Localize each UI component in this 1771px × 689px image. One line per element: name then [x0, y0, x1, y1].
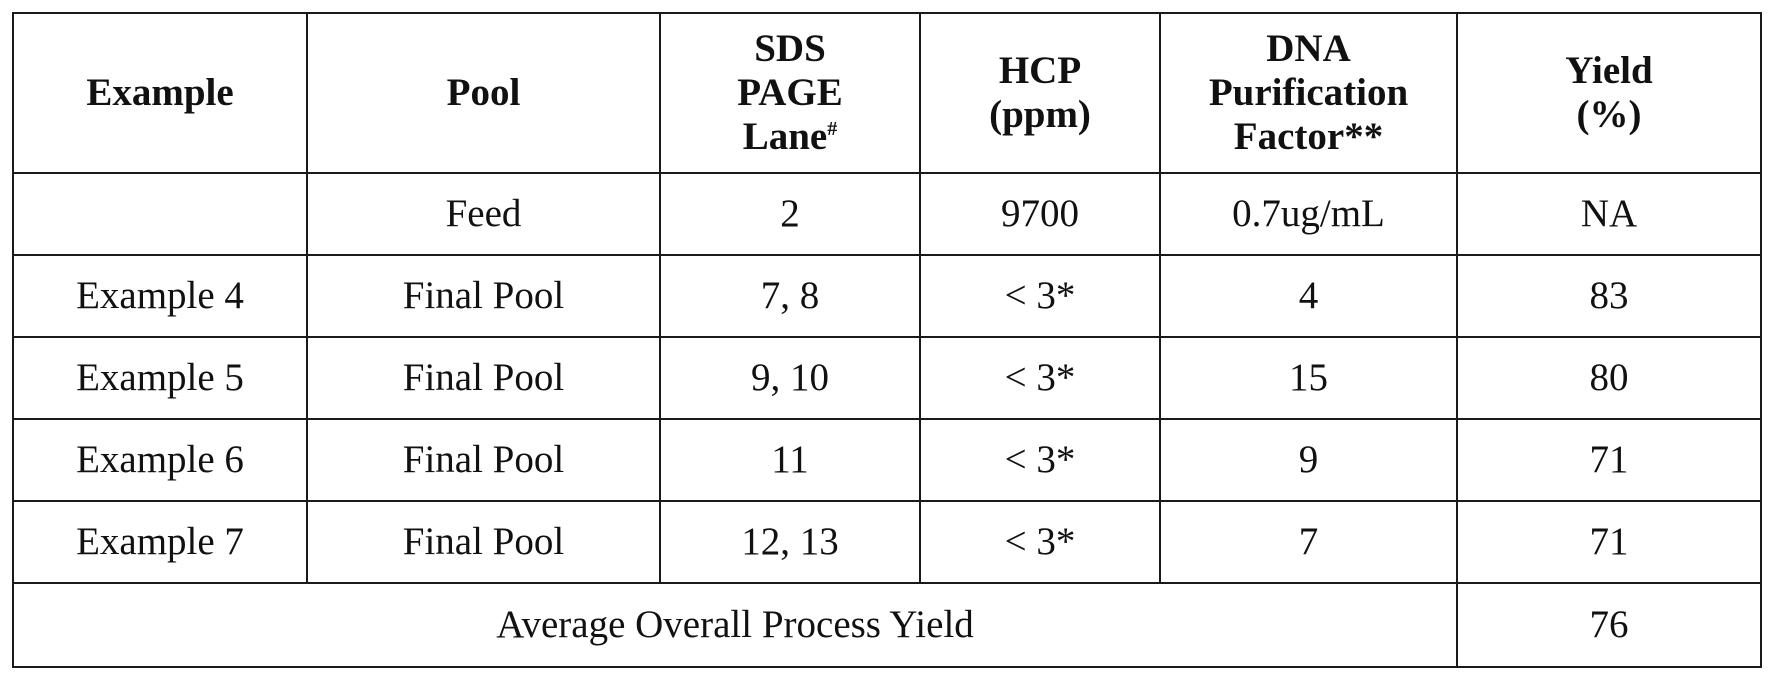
table-row: Example 5 Final Pool 9, 10 < 3* 15 80: [13, 337, 1761, 419]
cell-yield: 71: [1457, 419, 1761, 501]
cell-hcp: < 3*: [920, 337, 1160, 419]
average-row: Average Overall Process Yield 76: [13, 583, 1761, 667]
footnote-mark: #: [827, 118, 837, 140]
cell-sds-lane: 2: [660, 173, 920, 255]
cell-example: Example 4: [13, 255, 307, 337]
cell-dna: 9: [1160, 419, 1457, 501]
table-row: Example 6 Final Pool 11 < 3* 9 71: [13, 419, 1761, 501]
cell-hcp: < 3*: [920, 255, 1160, 337]
table-row: Example 7 Final Pool 12, 13 < 3* 7 71: [13, 501, 1761, 583]
cell-dna: 4: [1160, 255, 1457, 337]
cell-pool: Final Pool: [307, 255, 660, 337]
cell-pool: Feed: [307, 173, 660, 255]
cell-yield: 83: [1457, 255, 1761, 337]
header-example: Example: [13, 13, 307, 173]
cell-yield: 71: [1457, 501, 1761, 583]
cell-dna: 7: [1160, 501, 1457, 583]
cell-pool: Final Pool: [307, 501, 660, 583]
cell-example: Example 7: [13, 501, 307, 583]
cell-sds-lane: 12, 13: [660, 501, 920, 583]
header-hcp: HCP (ppm): [920, 13, 1160, 173]
cell-yield: 80: [1457, 337, 1761, 419]
cell-pool: Final Pool: [307, 337, 660, 419]
average-yield-value: 76: [1457, 583, 1761, 667]
cell-yield: NA: [1457, 173, 1761, 255]
cell-pool: Final Pool: [307, 419, 660, 501]
header-pool: Pool: [307, 13, 660, 173]
cell-example: Example 5: [13, 337, 307, 419]
header-yield: Yield (%): [1457, 13, 1761, 173]
average-label: Average Overall Process Yield: [13, 583, 1457, 667]
cell-dna: 15: [1160, 337, 1457, 419]
cell-sds-lane: 7, 8: [660, 255, 920, 337]
cell-dna: 0.7ug/mL: [1160, 173, 1457, 255]
table-row: Example 4 Final Pool 7, 8 < 3* 4 83: [13, 255, 1761, 337]
cell-hcp: 9700: [920, 173, 1160, 255]
cell-example: Example 6: [13, 419, 307, 501]
cell-hcp: < 3*: [920, 419, 1160, 501]
cell-example: [13, 173, 307, 255]
results-table-container: Example Pool SDS PAGE Lane# HCP (ppm) DN…: [12, 12, 1762, 668]
cell-hcp: < 3*: [920, 501, 1160, 583]
cell-sds-lane: 9, 10: [660, 337, 920, 419]
header-row: Example Pool SDS PAGE Lane# HCP (ppm) DN…: [13, 13, 1761, 173]
cell-sds-lane: 11: [660, 419, 920, 501]
table-row: Feed 2 9700 0.7ug/mL NA: [13, 173, 1761, 255]
header-dna-purification-factor: DNA Purification Factor**: [1160, 13, 1457, 173]
header-sds-page-lane: SDS PAGE Lane#: [660, 13, 920, 173]
results-table: Example Pool SDS PAGE Lane# HCP (ppm) DN…: [12, 12, 1762, 668]
